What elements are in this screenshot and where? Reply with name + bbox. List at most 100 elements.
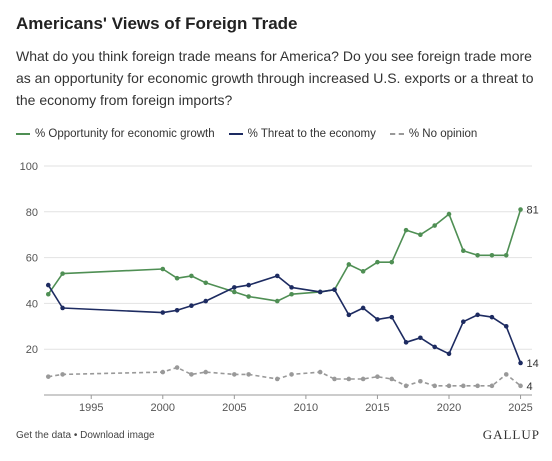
data-point-opportunity-2016 <box>389 259 395 265</box>
data-point-opportunity-2020 <box>446 211 452 217</box>
data-point-no-opinion-2019 <box>432 383 437 389</box>
chart-title: Americans' Views of Foreign Trade <box>16 14 298 33</box>
data-point-opportunity-2003 <box>203 280 209 286</box>
data-point-threat-2008 <box>274 273 280 279</box>
data-point-opportunity-2023 <box>489 253 495 258</box>
data-point-threat-2017 <box>403 340 409 345</box>
data-point-threat-2014 <box>360 305 366 311</box>
y-tick-label-20: 20 <box>26 344 38 356</box>
data-point-threat-1992 <box>45 282 51 288</box>
x-tick-label-1995: 1995 <box>79 402 103 414</box>
x-tick-label-2005: 2005 <box>222 402 246 414</box>
data-point-opportunity-1993 <box>60 271 65 276</box>
data-point-threat-2021 <box>461 319 466 325</box>
y-tick-label-40: 40 <box>26 298 38 310</box>
legend-item-threat[interactable]: % Threat to the economy <box>228 128 376 140</box>
data-point-no-opinion-2006 <box>246 372 251 377</box>
data-point-no-opinion-1992 <box>45 374 51 379</box>
x-tick-label-2015: 2015 <box>365 402 389 414</box>
data-point-no-opinion-2011 <box>317 369 323 375</box>
legend-swatch-opportunity <box>16 133 30 135</box>
data-point-no-opinion-2005 <box>232 372 237 377</box>
data-point-opportunity-1992 <box>45 291 51 297</box>
legend-label-threat: % Threat to the economy <box>247 128 376 140</box>
data-point-opportunity-2006 <box>246 294 251 299</box>
end-label-opportunity: 81 <box>527 205 539 217</box>
data-point-no-opinion-2001 <box>174 365 180 370</box>
data-point-no-opinion-2018 <box>418 378 423 384</box>
data-point-threat-2025 <box>518 360 523 366</box>
legend-item-opportunity[interactable]: % Opportunity for economic growth <box>16 128 215 140</box>
data-point-threat-2016 <box>389 314 395 320</box>
get-data-link[interactable]: Get the data <box>16 430 72 441</box>
chart-subtitle: What do you think foreign trade means fo… <box>16 48 534 108</box>
data-point-opportunity-2002 <box>189 273 194 279</box>
legend-label-opportunity: % Opportunity for economic growth <box>35 128 215 140</box>
data-point-no-opinion-2017 <box>403 383 409 389</box>
chart-legend: % Opportunity for economic growth % Thre… <box>16 128 491 140</box>
data-point-threat-2018 <box>418 335 423 341</box>
footer-separator: • <box>73 430 78 441</box>
data-point-no-opinion-2016 <box>389 376 395 382</box>
data-point-opportunity-2014 <box>360 269 366 274</box>
data-point-no-opinion-2025 <box>518 383 523 389</box>
y-tick-label-100: 100 <box>20 161 38 173</box>
data-point-no-opinion-2014 <box>360 376 366 382</box>
x-tick-label-2000: 2000 <box>151 402 175 414</box>
legend-item-no-opinion[interactable]: % No opinion <box>389 128 478 140</box>
line-chart: 20 40 60 80 100 1995 2000 2005 2010 2015 2020 2025 8… <box>20 161 539 414</box>
legend-label-no-opinion: % No opinion <box>408 128 478 140</box>
download-image-link[interactable]: Download image <box>80 430 155 441</box>
series-line-no-opinion <box>48 366 522 387</box>
legend-swatch-no-opinion <box>389 133 404 135</box>
data-point-opportunity-2025 <box>518 207 523 212</box>
data-point-opportunity-2000 <box>160 266 166 272</box>
data-point-no-opinion-2000 <box>160 369 166 375</box>
data-point-threat-2024 <box>503 324 509 329</box>
data-point-opportunity-2001 <box>174 275 180 281</box>
data-point-no-opinion-2015 <box>375 374 380 379</box>
data-point-threat-2000 <box>160 310 166 315</box>
data-point-threat-2009 <box>289 285 294 290</box>
data-point-no-opinion-2013 <box>346 376 352 382</box>
x-tick-label-2010: 2010 <box>294 402 318 414</box>
y-tick-label-80: 80 <box>26 207 38 219</box>
data-point-threat-2022 <box>475 312 480 318</box>
data-point-no-opinion-2020 <box>446 383 452 389</box>
data-point-no-opinion-2009 <box>289 372 294 377</box>
data-point-no-opinion-2022 <box>475 383 480 389</box>
data-point-threat-2011 <box>317 289 323 295</box>
data-point-no-opinion-2008 <box>274 376 280 382</box>
data-point-threat-2013 <box>346 312 352 318</box>
series-line-opportunity <box>47 209 522 302</box>
gallup-logo[interactable]: GALLUP <box>482 427 540 442</box>
data-point-threat-2001 <box>174 307 180 313</box>
data-point-threat-2012 <box>332 287 337 292</box>
data-point-no-opinion-2024 <box>503 372 509 377</box>
data-point-opportunity-2013 <box>346 262 352 267</box>
data-point-no-opinion-2003 <box>203 369 209 375</box>
x-tick-label-2020: 2020 <box>437 402 461 414</box>
data-point-threat-2015 <box>375 317 380 322</box>
data-point-no-opinion-1993 <box>60 372 65 377</box>
data-point-opportunity-2017 <box>403 227 409 233</box>
data-point-opportunity-2022 <box>475 253 480 258</box>
data-point-no-opinion-2012 <box>332 376 337 382</box>
data-point-threat-2003 <box>203 298 209 304</box>
data-point-opportunity-2021 <box>461 248 466 254</box>
data-point-threat-1993 <box>60 305 65 311</box>
data-point-no-opinion-2023 <box>489 383 495 389</box>
data-point-opportunity-2008 <box>274 298 280 304</box>
end-label-threat: 14 <box>527 358 539 370</box>
data-point-opportunity-2019 <box>432 223 437 228</box>
data-point-no-opinion-2021 <box>461 383 466 389</box>
data-point-opportunity-2009 <box>289 291 294 297</box>
data-point-threat-2023 <box>489 314 495 320</box>
footer-links: Get the data • Download image <box>16 430 155 441</box>
legend-swatch-threat <box>228 133 243 135</box>
data-point-threat-2020 <box>446 351 452 357</box>
data-point-threat-2019 <box>432 344 437 350</box>
data-point-threat-2006 <box>246 282 251 288</box>
data-point-threat-2005 <box>232 285 237 290</box>
end-label-no-opinion: 4 <box>527 381 533 393</box>
